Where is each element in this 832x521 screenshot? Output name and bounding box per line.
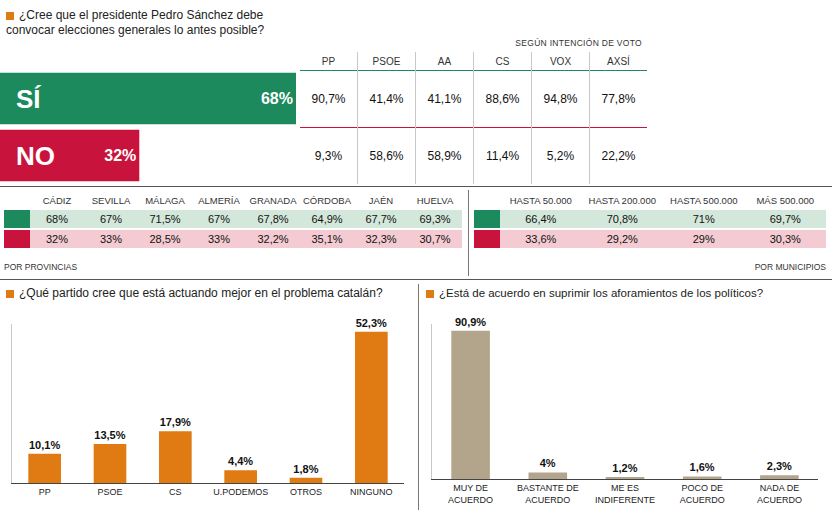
svg-text:4,4%: 4,4% <box>228 455 253 467</box>
html-text:¿Qué partido cree que está act: ¿Qué partido cree que está actuando mejo… <box>19 286 383 300</box>
svg-text:CS: CS <box>169 487 182 497</box>
html-text:¿Cree que el presidente Pedro: ¿Cree que el presidente Pedro Sánchez de… <box>6 8 265 37</box>
svg-text:2,3%: 2,3% <box>767 460 792 472</box>
html-text:9,3%: 9,3% <box>314 149 343 163</box>
html-text:69,7%: 69,7% <box>769 213 801 225</box>
svg-text:SÍ: SÍ <box>16 84 41 114</box>
html-text:41,4%: 41,4% <box>369 92 404 106</box>
html-text:PSOE: PSOE <box>372 55 401 67</box>
html-text:32%: 32% <box>46 233 68 245</box>
html-text:67%: 67% <box>208 213 230 225</box>
svg-text:32%: 32% <box>104 147 136 164</box>
html-text:CÓRDOBA: CÓRDOBA <box>303 194 351 206</box>
svg-text:BASTANTE DEACUERDO: BASTANTE DEACUERDO <box>517 483 579 505</box>
html-text:58,6%: 58,6% <box>369 149 404 163</box>
html-text:GRANADA: GRANADA <box>249 194 297 206</box>
html-text:32,3%: 32,3% <box>365 233 397 245</box>
html-text:HASTA 200.000: HASTA 200.000 <box>588 194 656 206</box>
html-text:66,4%: 66,4% <box>525 213 557 225</box>
html-text:70,8%: 70,8% <box>606 213 638 225</box>
html-text:35,1%: 35,1% <box>311 233 343 245</box>
svg-text:U.PODEMOS: U.PODEMOS <box>213 487 268 497</box>
html-text:HUELVA: HUELVA <box>416 194 454 206</box>
svg-text:POCO DEACUERDO: POCO DEACUERDO <box>680 483 725 505</box>
svg-text:1,2%: 1,2% <box>612 462 637 474</box>
html-text:29%: 29% <box>692 233 715 245</box>
svg-text:PP: PP <box>39 487 51 497</box>
html-text:29,2%: 29,2% <box>606 233 638 245</box>
html-text:69,3%: 69,3% <box>419 213 451 225</box>
html-text:41,1%: 41,1% <box>427 92 462 106</box>
svg-text:4%: 4% <box>540 457 556 469</box>
html-text:30,7%: 30,7% <box>419 233 451 245</box>
svg-text:68%: 68% <box>261 90 293 107</box>
svg-text:17,9%: 17,9% <box>160 416 191 428</box>
html-text:67,7%: 67,7% <box>365 213 397 225</box>
html-text:67%: 67% <box>100 213 122 225</box>
html-text:CÁDIZ: CÁDIZ <box>42 194 72 206</box>
html-text:68%: 68% <box>46 213 68 225</box>
html-text:33%: 33% <box>208 233 230 245</box>
html-text:¿Está de acuerdo en suprimir l: ¿Está de acuerdo en suprimir los aforami… <box>439 287 764 299</box>
html-text:ALMERÍA: ALMERÍA <box>198 194 240 206</box>
html-text:SEGÚN INTENCIÓN DE VOTO: SEGÚN INTENCIÓN DE VOTO <box>515 38 642 48</box>
html-text:32,2%: 32,2% <box>257 233 289 245</box>
html-text:67,8%: 67,8% <box>257 213 289 225</box>
svg-text:PSOE: PSOE <box>97 487 122 497</box>
html-text:90,7%: 90,7% <box>311 92 346 106</box>
svg-text:90,9%: 90,9% <box>455 316 486 328</box>
html-text:VOX: VOX <box>549 55 572 67</box>
svg-text:1,6%: 1,6% <box>690 461 715 473</box>
svg-text:10,1%: 10,1% <box>29 439 60 451</box>
html-text:64,9%: 64,9% <box>311 213 343 225</box>
html-text:22,2%: 22,2% <box>601 149 636 163</box>
html-text:HASTA 50.000: HASTA 50.000 <box>509 194 572 206</box>
html-text:CS: CS <box>495 55 510 67</box>
html-text:88,6%: 88,6% <box>485 92 520 106</box>
svg-text:13,5%: 13,5% <box>94 429 125 441</box>
html-text:HASTA 500.000: HASTA 500.000 <box>670 194 738 206</box>
html-text:JAÉN: JAÉN <box>368 194 394 206</box>
html-text:AA: AA <box>437 55 452 67</box>
html-text:MÁLAGA: MÁLAGA <box>145 194 185 206</box>
html-text:5,2%: 5,2% <box>546 149 575 163</box>
html-text:71%: 71% <box>692 213 715 225</box>
html-text:94,8%: 94,8% <box>543 92 578 106</box>
html-text:77,8%: 77,8% <box>601 92 636 106</box>
html-text:33%: 33% <box>100 233 122 245</box>
html-text:AXSÍ: AXSÍ <box>607 55 630 67</box>
svg-text:1,8%: 1,8% <box>293 463 318 475</box>
html-text:POR MUNICIPIOS: POR MUNICIPIOS <box>754 262 826 272</box>
svg-text:NADA DEACUERDO: NADA DEACUERDO <box>757 483 802 505</box>
html-text:33,6%: 33,6% <box>525 233 557 245</box>
svg-text:NO: NO <box>16 141 55 171</box>
svg-text:NINGUNO: NINGUNO <box>350 487 393 497</box>
html-text:PP: PP <box>321 55 336 67</box>
html-text:58,9%: 58,9% <box>427 149 462 163</box>
html-text:71,5%: 71,5% <box>149 213 181 225</box>
svg-text:52,3%: 52,3% <box>356 317 387 329</box>
html-text:28,5%: 28,5% <box>149 233 181 245</box>
html-text:POR PROVINCIAS: POR PROVINCIAS <box>4 262 78 272</box>
html-text:30,3%: 30,3% <box>769 233 801 245</box>
html-text:11,4%: 11,4% <box>485 149 520 163</box>
svg-text:ME ESINDIFERENTE: ME ESINDIFERENTE <box>595 483 655 505</box>
html-text:SEVILLA: SEVILLA <box>91 194 131 206</box>
svg-text:MUY DEACUERDO: MUY DEACUERDO <box>448 483 493 505</box>
html-text:MÁS 500.000: MÁS 500.000 <box>756 194 814 206</box>
svg-text:OTROS: OTROS <box>290 487 322 497</box>
